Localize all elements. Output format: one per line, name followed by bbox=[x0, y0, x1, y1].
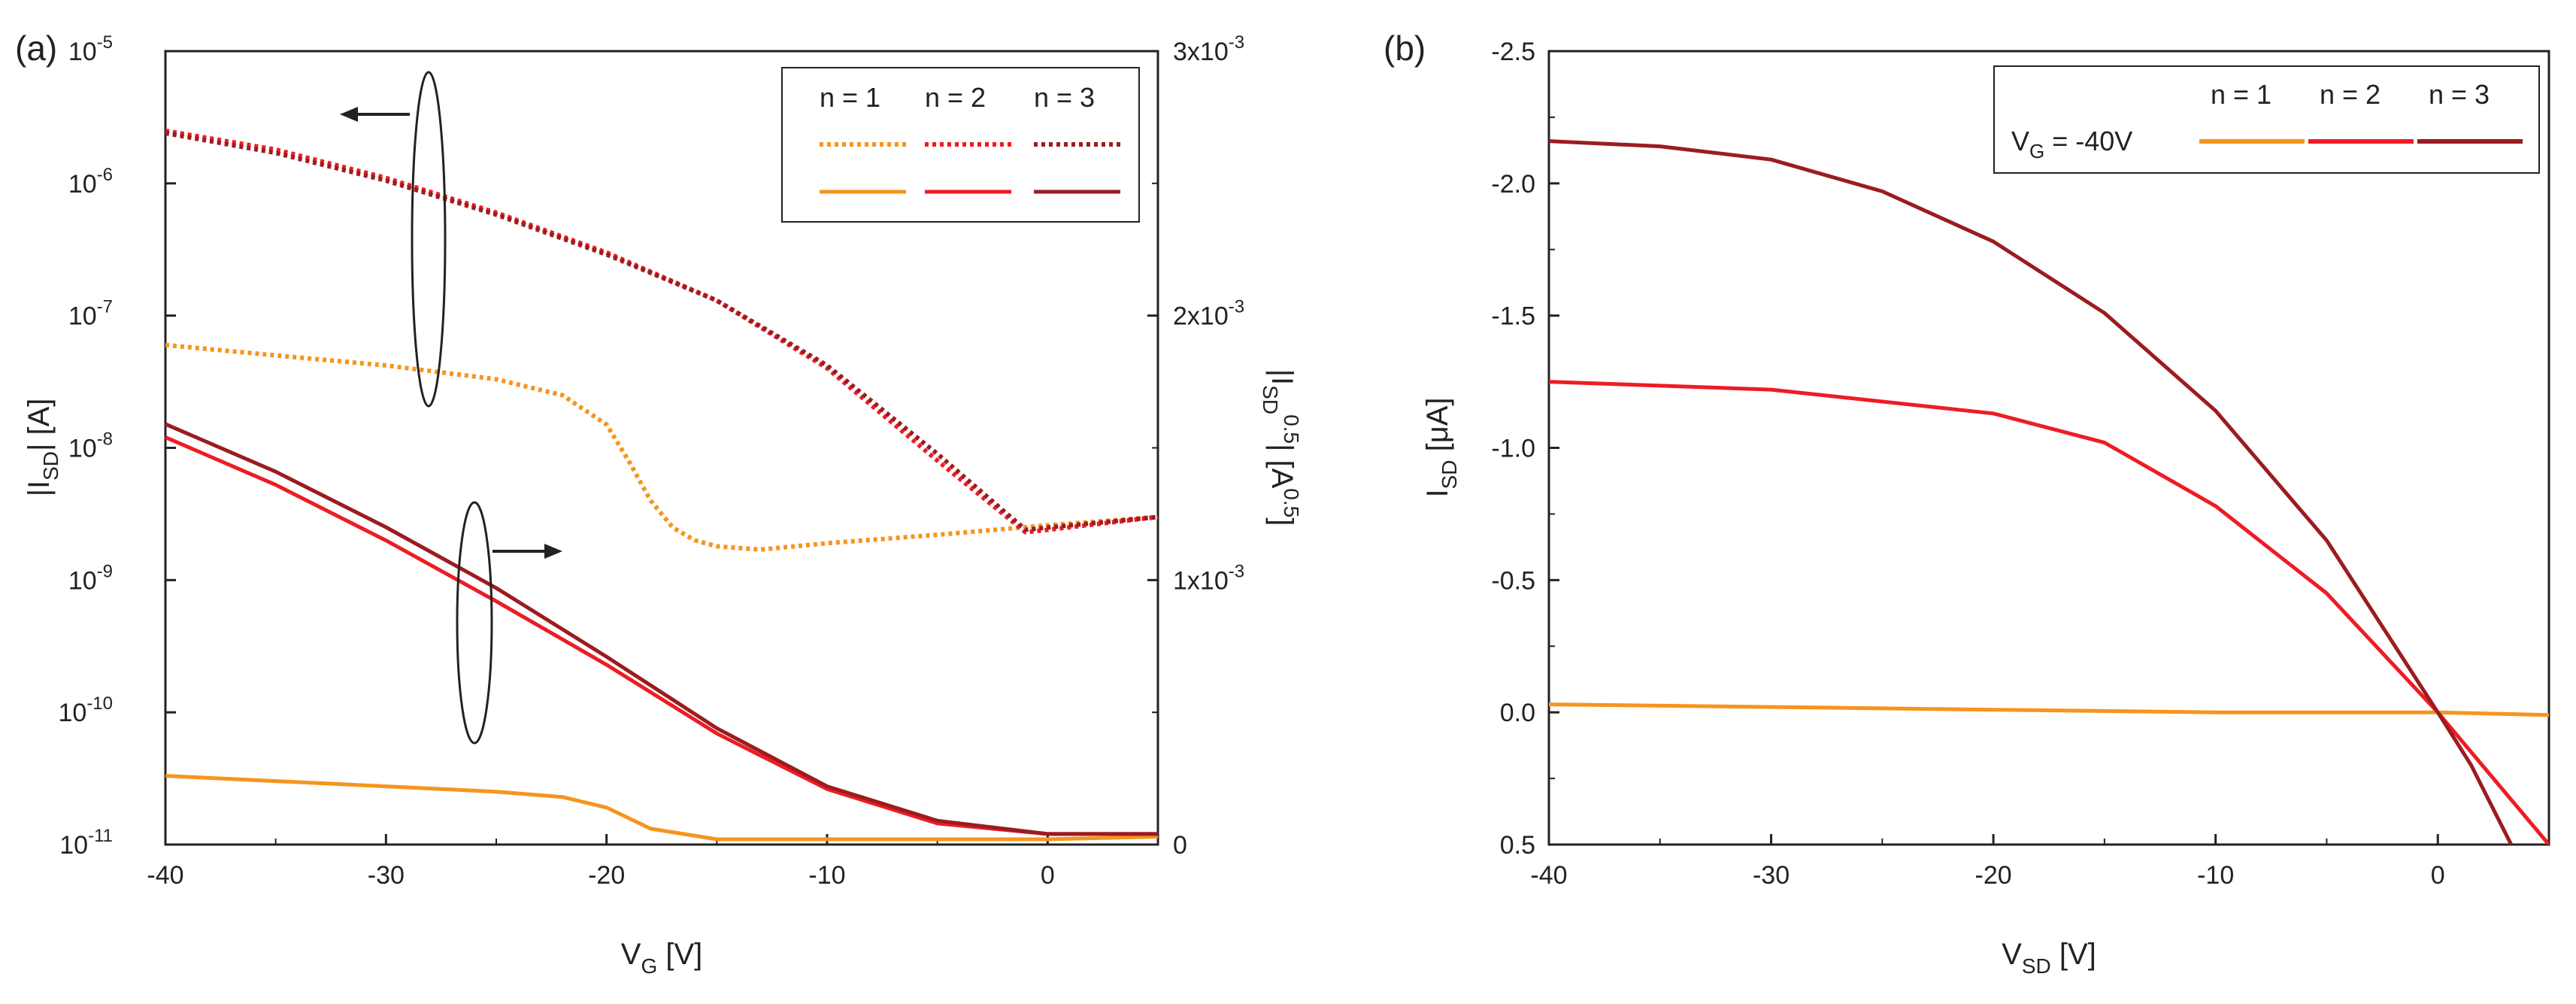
panel-a-legend: n = 1 n = 2 n = 3 bbox=[781, 67, 1140, 223]
panel-b-x-tick-label: -10 bbox=[2197, 861, 2234, 890]
panel-a-y-axis-title-left: |ISD| [A] bbox=[23, 399, 62, 497]
panel-b-label: (b) bbox=[1383, 29, 1426, 68]
panel-a-y-tick-label: 10-8 bbox=[68, 429, 113, 463]
panel-a-x-tick-label: -10 bbox=[808, 861, 845, 890]
panel-b-legend-title: VG = -40V bbox=[2011, 126, 2132, 162]
log-curve-n1 bbox=[165, 342, 1159, 552]
panel-b-y-tick-label: -2.5 bbox=[1491, 38, 1535, 66]
panel-b-legend-label: n = 1 bbox=[2211, 79, 2271, 110]
panel-a-y-tick-label: 10-6 bbox=[68, 165, 113, 199]
panel-b-y-tick-label: -2.0 bbox=[1491, 170, 1535, 199]
panel-a-legend-label: n = 2 bbox=[925, 82, 986, 113]
panel-a-x-ticks: -40 -30 -20 -10 0 bbox=[147, 834, 1159, 890]
log-curve-n2 bbox=[165, 128, 1159, 535]
panel-a-y-tick-label: 10-11 bbox=[59, 826, 113, 860]
panel-b-legend: VG = -40V n = 1 n = 2 n = 3 bbox=[1993, 65, 2540, 174]
panel-b-y-tick-label: 0.0 bbox=[1500, 699, 1535, 727]
right-arrow-head bbox=[544, 544, 562, 559]
panel-b-legend-box bbox=[1993, 65, 2540, 174]
panel-a-annotations bbox=[340, 71, 562, 745]
panel-b-legend-label: n = 3 bbox=[2429, 79, 2490, 110]
panel-b-y-tick-label: -0.5 bbox=[1491, 566, 1535, 595]
panel-a: (a) -40 -30 -20 -10 0 10-11 10-10 10-9 10-8 10-7… bbox=[15, 29, 1303, 978]
panel-b-y-tick-label: -1.0 bbox=[1491, 435, 1535, 463]
iv-curve-n1 bbox=[1549, 702, 2549, 717]
sqrt-curve-n1 bbox=[165, 774, 1159, 842]
log-curve-n3 bbox=[165, 131, 1159, 532]
panel-b-x-ticks: -40 -30 -20 -10 0 bbox=[1530, 834, 2550, 890]
panel-a-y-right-tick-label: 1x10-3 bbox=[1173, 561, 1244, 595]
panel-a-y-right-tick-label: 2x10-3 bbox=[1173, 297, 1244, 331]
panel-a-label: (a) bbox=[15, 29, 57, 68]
panel-a-x-tick-label: -20 bbox=[588, 861, 625, 890]
sqrt-curves-ellipse bbox=[456, 501, 493, 745]
panel-b-x-tick-label: -40 bbox=[1530, 861, 1567, 890]
panel-b-y-axis-title: ISD [μA] bbox=[1421, 397, 1461, 497]
log-curves-ellipse bbox=[411, 71, 447, 408]
panel-b-x-axis-title: VSD [V] bbox=[2002, 938, 2096, 978]
panel-b-series bbox=[1549, 139, 2549, 845]
panel-b-x-tick-label: -20 bbox=[1975, 861, 2012, 890]
panel-a-y-ticks-left: 10-11 10-10 10-9 10-8 10-7 10-6 10-5 bbox=[58, 32, 176, 860]
panel-a-x-axis-title: VG [V] bbox=[621, 938, 703, 978]
panel-a-x-tick-label: -40 bbox=[147, 861, 183, 890]
panel-a-series bbox=[165, 128, 1159, 842]
panel-b-legend-label: n = 2 bbox=[2320, 79, 2381, 110]
panel-b: (b) -40 -30 -20 -10 0 0.5 0.0 -0.5 -1.0 -1.5 -2.0… bbox=[1383, 29, 2550, 978]
panel-a-y-tick-label: 10-9 bbox=[68, 561, 113, 595]
iv-curve-n2 bbox=[1549, 380, 2549, 845]
panel-b-y-ticks: 0.5 0.0 -0.5 -1.0 -1.5 -2.0 -2.5 bbox=[1491, 38, 1559, 860]
iv-curve-n3 bbox=[1549, 139, 2514, 845]
panel-a-x-tick-label: 0 bbox=[1041, 861, 1055, 890]
panel-a-x-tick-label: -30 bbox=[368, 861, 405, 890]
panel-a-y-tick-label: 10-5 bbox=[68, 32, 113, 66]
left-arrow-head bbox=[340, 107, 358, 122]
panel-a-y-tick-label: 10-10 bbox=[58, 693, 113, 727]
panel-b-y-tick-label: 0.5 bbox=[1500, 831, 1535, 860]
panel-a-y-right-tick-label: 0 bbox=[1173, 831, 1187, 860]
panel-a-y-right-tick-label: 3x10-3 bbox=[1173, 32, 1244, 66]
sqrt-curve-n2 bbox=[165, 435, 1158, 836]
panel-b-x-tick-label: 0 bbox=[2431, 861, 2445, 890]
panel-a-y-axis-title-right: |ISD0.5| [A0.5] bbox=[1259, 369, 1303, 526]
panel-b-y-tick-label: -1.5 bbox=[1491, 302, 1535, 331]
panel-a-legend-label: n = 1 bbox=[820, 82, 880, 113]
panel-a-y-tick-label: 10-7 bbox=[68, 297, 113, 331]
panel-b-x-tick-label: -30 bbox=[1753, 861, 1790, 890]
panel-a-legend-label: n = 3 bbox=[1034, 82, 1095, 113]
panel-a-y-ticks-right: 0 1x10-3 2x10-3 3x10-3 bbox=[1147, 32, 1244, 860]
sqrt-curve-n3 bbox=[165, 422, 1158, 836]
